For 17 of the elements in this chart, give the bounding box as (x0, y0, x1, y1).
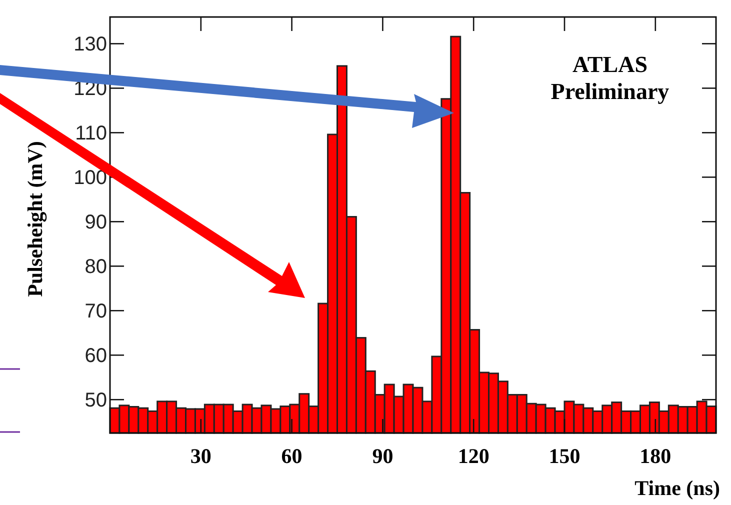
x-tick-label: 180 (640, 444, 672, 468)
x-axis-title: Time (ns) (634, 476, 720, 500)
x-tick-label: 60 (281, 444, 302, 468)
y-tick-label: 80 (84, 256, 107, 278)
x-tick-label: 120 (458, 444, 490, 468)
x-tick-label: 90 (372, 444, 394, 468)
x-tick-label: 150 (548, 444, 580, 468)
y-tick-label: 130 (74, 34, 107, 56)
y-tick-label: 50 (84, 390, 107, 412)
annotation: ATLAS Preliminary (550, 52, 670, 104)
y-tick-label: 60 (84, 345, 107, 368)
x-tick-label: 30 (190, 444, 212, 468)
y-tick-label: 110 (75, 122, 107, 145)
y-tick-label: 90 (84, 212, 107, 234)
y-tick-label: 100 (74, 167, 107, 190)
y-tick-label: 70 (84, 300, 107, 323)
y-axis-title: Pulseheight (mV) (23, 141, 47, 297)
